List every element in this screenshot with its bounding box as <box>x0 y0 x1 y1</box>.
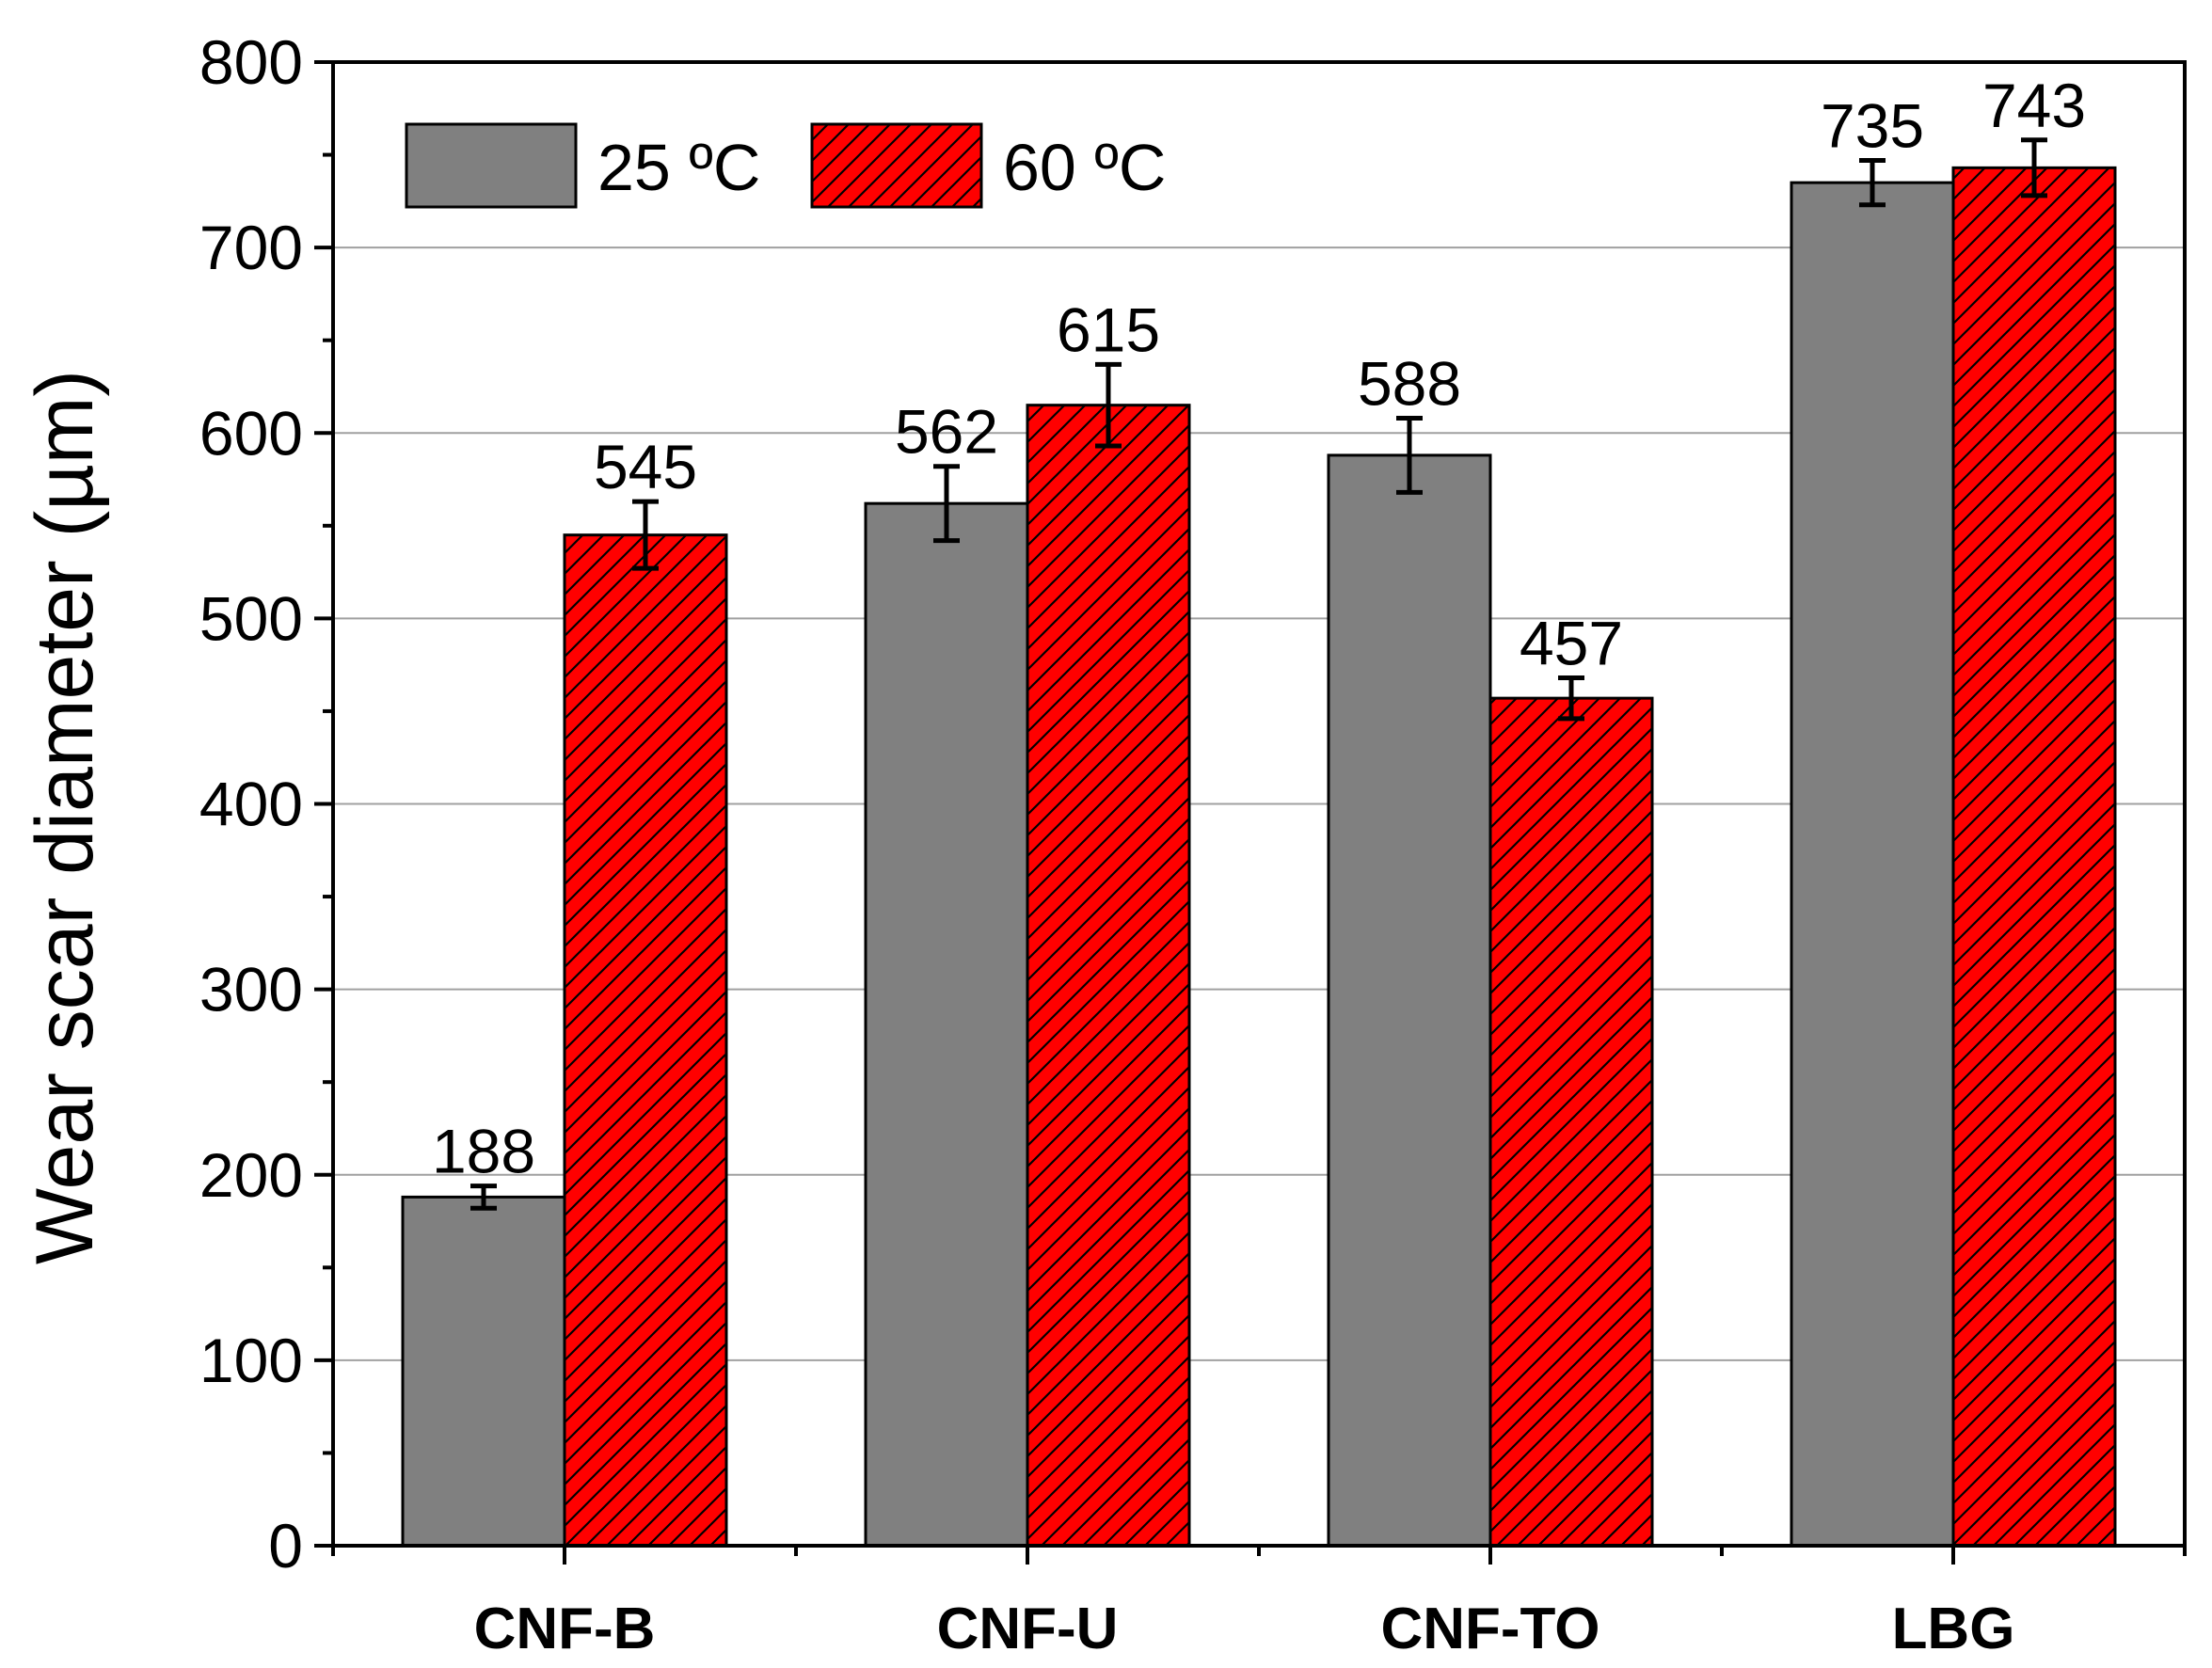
legend-label: 60 ºC <box>1003 131 1166 204</box>
data-label: 545 <box>594 432 697 501</box>
category-label: CNF-U <box>937 1597 1119 1661</box>
legend-label: 25 ºC <box>597 131 760 204</box>
category-label: CNF-TO <box>1380 1597 1599 1661</box>
legend-swatch <box>405 122 578 209</box>
y-tick-label: 500 <box>199 583 303 653</box>
bar <box>864 501 1029 1548</box>
bar <box>1026 404 1191 1548</box>
bar <box>1488 696 1654 1548</box>
bar <box>563 533 728 1548</box>
data-label: 615 <box>1057 294 1160 364</box>
y-tick-label: 200 <box>199 1140 303 1210</box>
bar <box>1790 181 1955 1548</box>
y-tick-label: 600 <box>199 398 303 468</box>
y-tick-label: 400 <box>199 770 303 839</box>
y-tick-label: 0 <box>268 1511 303 1581</box>
bars <box>401 137 2117 1548</box>
axes <box>314 60 2187 1565</box>
data-label: 562 <box>895 397 998 467</box>
data-label: 735 <box>1821 90 1924 160</box>
category-label: CNF-B <box>474 1597 656 1661</box>
y-tick-label: 800 <box>199 27 303 97</box>
y-axis-title: Wear scar diameter (µm) <box>20 370 110 1264</box>
data-label: 188 <box>432 1117 535 1186</box>
bar <box>1327 453 1492 1548</box>
y-tick-label: 300 <box>199 955 303 1025</box>
labels: 188 545 CNF-B 562 615 CNF-U 588 457 CNF-TO 735 743… <box>199 27 2086 1661</box>
y-tick-label: 100 <box>199 1326 303 1395</box>
data-label: 588 <box>1358 348 1461 418</box>
legend: 25 ºC 60 ºC <box>405 122 1166 209</box>
bar <box>401 1195 566 1548</box>
legend-swatch <box>810 122 983 209</box>
y-tick-label: 700 <box>199 213 303 282</box>
data-label: 743 <box>1982 71 2086 140</box>
bar <box>1951 166 2117 1548</box>
category-label: LBG <box>1892 1597 2015 1661</box>
data-label: 457 <box>1520 608 1623 677</box>
